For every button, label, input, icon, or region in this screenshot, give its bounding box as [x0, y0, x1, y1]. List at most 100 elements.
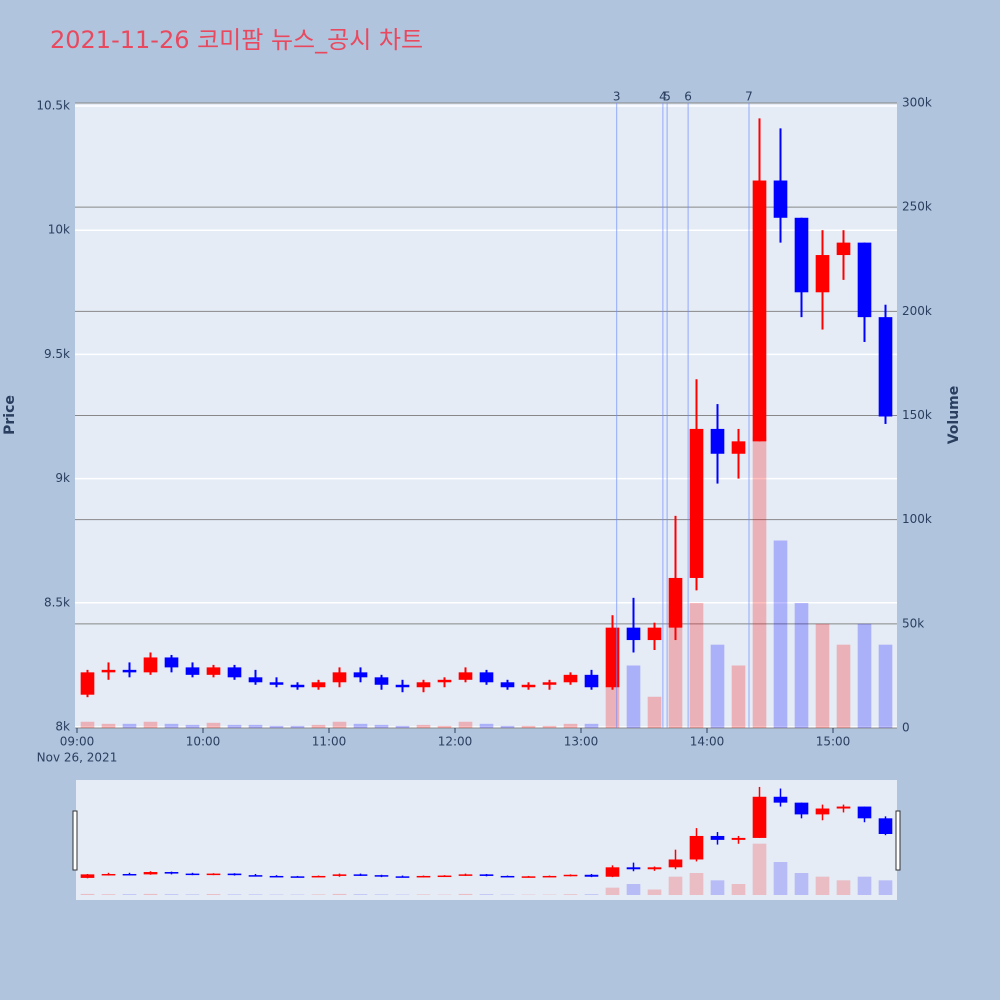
- mini-volume-bar: [878, 880, 893, 895]
- volume-bar: [353, 723, 368, 728]
- volume-bar: [815, 623, 830, 728]
- candle-body: [227, 667, 242, 678]
- mini-volume-bar: [731, 884, 746, 895]
- volume-bar: [584, 723, 599, 728]
- mini-candle-body: [521, 876, 536, 878]
- y2-tick-label: 250k: [902, 200, 932, 214]
- candle-body: [437, 679, 452, 683]
- candle-body: [668, 577, 683, 628]
- volume-bar: [605, 686, 620, 728]
- candle-body: [521, 684, 536, 688]
- volume-bar: [794, 603, 809, 728]
- candle-body: [458, 672, 473, 680]
- volume-bar: [731, 665, 746, 728]
- mini-volume-bar: [773, 862, 788, 895]
- y-tick-label: 8.5k: [44, 595, 70, 609]
- candle-body: [80, 672, 95, 695]
- mini-volume-bar: [815, 876, 830, 895]
- annotation-label: 5: [663, 90, 671, 104]
- volume-bar: [857, 623, 872, 728]
- chart-title: 2021-11-26 코미팜 뉴스_공시 차트: [50, 26, 423, 54]
- y-axis-title: Price: [2, 395, 18, 435]
- mini-candle-body: [878, 818, 893, 834]
- mini-volume-bar: [836, 880, 851, 895]
- mini-volume-bar: [710, 880, 725, 895]
- volume-bar: [248, 724, 263, 728]
- y-tick-label: 8k: [55, 720, 70, 734]
- candle-body: [563, 674, 578, 683]
- mini-candle-body: [143, 872, 158, 875]
- x-tick-label: 15:00: [816, 735, 851, 749]
- candle-body: [500, 682, 515, 688]
- slider-handle[interactable]: [895, 810, 901, 871]
- candle-body: [395, 684, 410, 688]
- mini-candle-body: [311, 875, 326, 878]
- mini-candle-body: [500, 875, 515, 878]
- volume-bar: [332, 721, 347, 728]
- mini-candle-body: [395, 876, 410, 878]
- volume-bar: [80, 721, 95, 728]
- mini-candle-body: [563, 874, 578, 877]
- mini-candle-body: [122, 873, 137, 876]
- candle-body: [374, 677, 389, 685]
- mini-candle-body: [794, 802, 809, 815]
- volume-bar: [437, 725, 452, 728]
- mini-candle-body: [101, 873, 116, 876]
- y-tick-label: 10.5k: [36, 99, 70, 113]
- mini-candle-body: [584, 874, 599, 877]
- mini-candle-body: [668, 859, 683, 868]
- candle-body: [752, 180, 767, 442]
- volume-bar: [689, 603, 704, 728]
- candle-body: [185, 667, 200, 675]
- x-date-label: Nov 26, 2021: [37, 751, 118, 765]
- mini-candle-body: [353, 874, 368, 876]
- candle-body: [794, 217, 809, 293]
- mini-candle-body: [80, 874, 95, 878]
- mini-volume-bar: [605, 887, 620, 895]
- candle-body: [416, 682, 431, 688]
- mini-volume-bar: [332, 893, 347, 895]
- mini-candle-body: [269, 875, 284, 878]
- mini-candle-body: [626, 867, 641, 870]
- mini-volume-bar: [227, 894, 242, 895]
- mini-volume-bar: [80, 893, 95, 895]
- mini-volume-bar: [857, 876, 872, 895]
- mini-volume-bar: [416, 894, 431, 895]
- mini-candle-body: [647, 867, 662, 870]
- mini-volume-bar: [374, 894, 389, 895]
- candle-body: [626, 627, 641, 641]
- y-tick-label: 9.5k: [44, 347, 70, 361]
- volume-bar: [521, 725, 536, 728]
- mini-candle-body: [605, 867, 620, 877]
- y2-axis-title: Volume: [946, 386, 962, 445]
- candle-body: [290, 684, 305, 688]
- volume-bar: [290, 725, 305, 728]
- annotation-label: 3: [613, 90, 621, 104]
- volume-bar: [563, 723, 578, 728]
- candle-body: [269, 682, 284, 685]
- slider-handle[interactable]: [72, 810, 78, 871]
- candle-body: [836, 242, 851, 256]
- mini-candle-body: [206, 873, 221, 876]
- candle-body: [101, 669, 116, 673]
- mini-candle-body: [416, 875, 431, 878]
- mini-volume-bar: [353, 894, 368, 895]
- candle-body: [542, 682, 557, 685]
- volume-bar: [311, 724, 326, 728]
- volume-bar: [710, 644, 725, 728]
- candle-body: [479, 672, 494, 683]
- volume-bar: [101, 723, 116, 728]
- mini-volume-bar: [101, 894, 116, 895]
- volume-bar: [185, 724, 200, 728]
- volume-bar: [143, 721, 158, 728]
- mini-candle-body: [479, 874, 494, 876]
- mini-candle-body: [458, 874, 473, 876]
- volume-bar: [206, 722, 221, 728]
- x-tick-label: 14:00: [690, 735, 725, 749]
- volume-bar: [416, 724, 431, 728]
- volume-bar: [500, 725, 515, 728]
- volume-bar: [647, 696, 662, 728]
- x-tick-label: 09:00: [60, 735, 95, 749]
- annotation-label: 6: [684, 90, 692, 104]
- volume-bar: [878, 644, 893, 728]
